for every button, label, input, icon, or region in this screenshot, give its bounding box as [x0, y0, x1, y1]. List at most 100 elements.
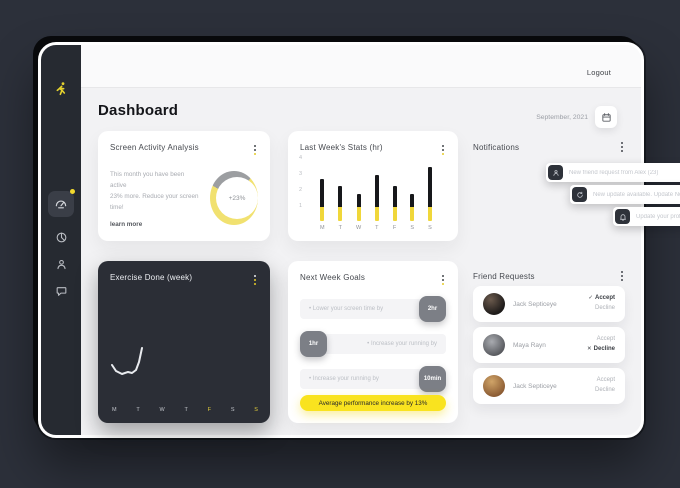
x-axis-tick-label: S: [254, 407, 258, 413]
pie-clock-icon: [56, 232, 66, 242]
friend-request-row: Jack Septiceye ✓ Accept Decline: [473, 286, 625, 322]
current-month-label: September, 2021: [536, 113, 588, 121]
avatar: [483, 375, 505, 397]
date-row: September, 2021: [536, 106, 617, 128]
activity-summary: This month you have been active 23% more…: [110, 171, 199, 212]
x-icon: ✕: [587, 346, 592, 352]
x-axis-tick-label: W: [159, 407, 165, 413]
accept-button[interactable]: ✓ Accept: [588, 295, 615, 302]
bar-column: T: [374, 174, 379, 231]
y-axis-tick-label: 3: [299, 171, 303, 177]
sidebar-item-dashboard[interactable]: [48, 189, 75, 217]
goal-row: • Lower your screen time by 2hr: [300, 296, 446, 322]
calendar-icon: [601, 112, 611, 122]
friend-name: Jack Septiceye: [513, 382, 557, 390]
goal-text: • Increase your running by: [310, 334, 446, 354]
y-axis-ticks: 4 3 2 1: [299, 155, 309, 219]
notifications-title: Notifications: [473, 142, 520, 152]
x-axis-tick-label: S: [428, 225, 432, 231]
gauge-icon: [55, 200, 67, 209]
notification-item[interactable]: New update available. Update Now: [570, 185, 680, 204]
y-axis-tick-label: 2: [299, 187, 303, 193]
goal-badge[interactable]: 2hr: [419, 296, 446, 322]
top-bar: [81, 45, 641, 88]
goal-text: • Lower your screen time by: [300, 299, 436, 319]
user-icon: [548, 165, 563, 180]
kebab-menu-icon[interactable]: [440, 273, 446, 287]
accept-button[interactable]: Accept: [596, 377, 615, 384]
page-title: Dashboard: [98, 102, 179, 119]
screen-activity-card: Screen Activity Analysis This month you …: [98, 131, 270, 241]
exercise-line-chart: [111, 347, 143, 375]
x-axis-tick-label: M: [320, 225, 325, 231]
learn-more-link[interactable]: learn more: [110, 221, 143, 229]
calendar-button[interactable]: [595, 106, 617, 128]
card-title: Last Week's Stats (hr): [300, 143, 383, 152]
kebab-menu-icon[interactable]: [252, 273, 258, 287]
bar-column: W: [355, 193, 362, 231]
chat-icon: [56, 286, 66, 296]
x-axis-tick-label: S: [230, 407, 235, 413]
goal-text: • Increase your running by: [300, 369, 436, 389]
x-axis-tick-label: T: [375, 225, 379, 231]
sidebar: [41, 45, 81, 435]
bar-column: F: [392, 185, 397, 231]
x-axis-tick-label: F: [207, 407, 212, 413]
bar-column: S: [427, 166, 432, 231]
kebab-menu-icon[interactable]: [252, 143, 258, 157]
bullet-icon: •: [367, 341, 370, 347]
decline-button[interactable]: Decline: [594, 305, 615, 311]
card-title: Exercise Done (week): [110, 273, 193, 282]
x-axis-tick-label: F: [392, 225, 397, 231]
kebab-menu-icon[interactable]: [619, 140, 625, 154]
notification-item[interactable]: Update your profile information: [613, 207, 680, 226]
kebab-menu-icon[interactable]: [440, 143, 446, 157]
runner-logo-icon: [53, 81, 69, 97]
bar-column: M: [320, 179, 325, 231]
decline-button[interactable]: ✕ Decline: [587, 346, 615, 352]
sidebar-nav: [41, 189, 81, 298]
friend-request-row: Jack Septiceye Accept Decline: [473, 368, 625, 404]
card-title: Screen Activity Analysis: [110, 143, 199, 152]
goal-row: • Increase your running by 10min: [300, 366, 446, 392]
update-icon: [572, 187, 587, 202]
goal-badge[interactable]: 1hr: [300, 331, 327, 357]
week-stats-card: Last Week's Stats (hr) 4 3 2 1 M T W T F S S: [288, 131, 458, 241]
kebab-menu-icon[interactable]: [619, 269, 625, 283]
x-axis-tick-label: S: [410, 225, 415, 231]
sidebar-item-messages[interactable]: [54, 284, 68, 298]
y-axis-tick-label: 1: [299, 203, 303, 209]
x-axis-tick-label: T: [338, 225, 342, 231]
average-performance-button[interactable]: Average performance increase by 13%: [300, 395, 446, 411]
donut-percent-label: +23%: [228, 194, 246, 202]
notification-text: New update available. Update Now: [593, 191, 680, 198]
friend-request-row: Maya Rayn Accept ✕ Decline: [473, 327, 625, 363]
notification-text: Update your profile information: [636, 213, 680, 220]
bar-column: S: [410, 193, 415, 231]
goal-badge[interactable]: 10min: [419, 366, 446, 392]
x-axis-tick-label: W: [355, 225, 362, 231]
y-axis-tick-label: 4: [299, 155, 303, 161]
friend-requests-title: Friend Requests: [473, 271, 535, 281]
goals-card: Next Week Goals • Lower your screen time…: [288, 261, 458, 423]
avatar: [483, 293, 505, 315]
bullet-icon: •: [309, 376, 312, 382]
friend-name: Jack Septiceye: [513, 300, 557, 308]
avatar: [483, 334, 505, 356]
x-axis-tick-label: T: [136, 407, 140, 413]
notification-text: New friend request from Alex (23): [569, 169, 659, 176]
bell-icon: [615, 209, 630, 224]
sidebar-item-profile[interactable]: [54, 257, 68, 271]
person-icon: [56, 259, 66, 269]
accept-button[interactable]: Accept: [596, 336, 615, 343]
exercise-card: Exercise Done (week) M T W T F S S: [98, 261, 270, 423]
decline-button[interactable]: Decline: [594, 387, 615, 393]
logout-button[interactable]: Logout: [586, 68, 611, 77]
notification-item[interactable]: New friend request from Alex (23): [546, 163, 680, 182]
check-icon: ✓: [588, 295, 593, 302]
bar-column: T: [338, 185, 343, 231]
sidebar-item-time-stats[interactable]: [54, 230, 68, 244]
bullet-icon: •: [309, 306, 312, 312]
